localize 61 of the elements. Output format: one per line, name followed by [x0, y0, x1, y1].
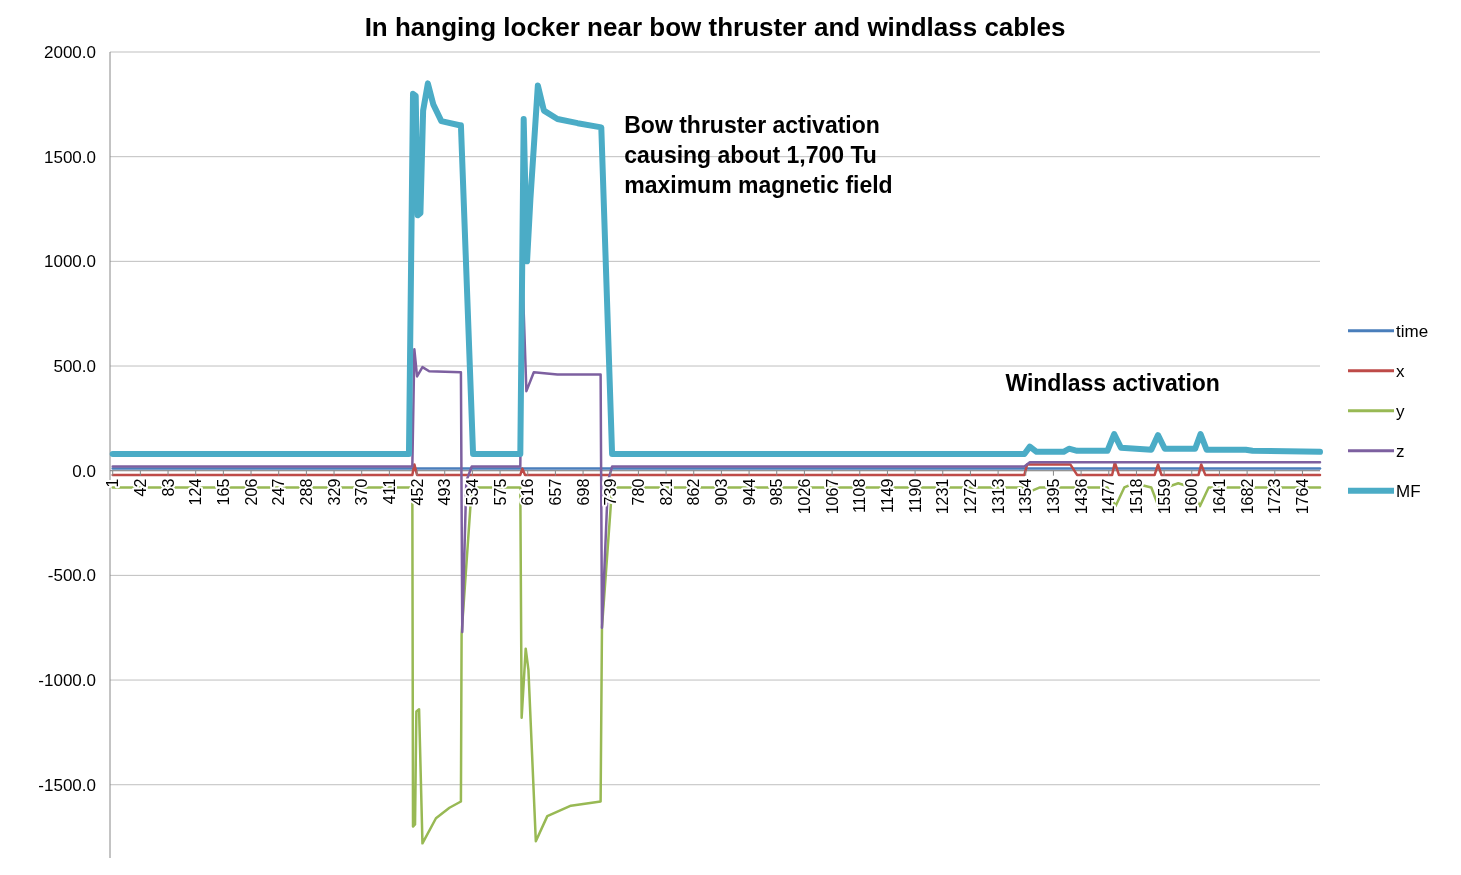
x-tick-label: 1723	[1266, 478, 1284, 515]
annotation: Windlass activation	[1005, 369, 1220, 396]
x-tick-label: 862	[685, 478, 703, 506]
x-tick-label: 657	[547, 478, 564, 506]
x-tick-label: 1190	[906, 478, 924, 514]
x-tick-label: 1477	[1100, 478, 1118, 515]
y-tick-label: 500.0	[53, 356, 96, 376]
x-tick-label: 1067	[823, 478, 841, 515]
y-tick-label: -1500.0	[38, 775, 96, 795]
y-tick-label: 2000.0	[44, 42, 96, 62]
x-tick-label: 411	[380, 478, 398, 505]
chart-title: In hanging locker near bow thruster and windlass cables	[364, 12, 1066, 42]
x-tick-label: 1108	[851, 478, 869, 514]
x-tick-label: 1313	[989, 478, 1007, 515]
x-tick-label: 83	[159, 478, 177, 497]
x-tick-label: 370	[353, 478, 371, 506]
y-tick-label: -1000.0	[38, 671, 96, 690]
x-tick-label: 124	[187, 478, 205, 506]
x-tick-label: 493	[436, 478, 454, 506]
x-tick-label: 575	[491, 478, 509, 506]
x-tick-label: 1764	[1294, 478, 1312, 515]
x-tick-label: 1149	[879, 478, 897, 514]
x-tick-label: 1354	[1017, 478, 1035, 515]
x-tick-label: 739	[602, 478, 620, 506]
x-tick-label: 452	[408, 478, 426, 506]
x-tick-label: 1395	[1045, 478, 1063, 515]
y-tick-label: 0.0	[72, 461, 96, 481]
x-tick-label: 288	[297, 478, 315, 506]
legend-label: y	[1396, 401, 1405, 421]
legend-label: x	[1396, 361, 1405, 381]
x-tick-label: 1518	[1128, 478, 1146, 515]
x-tick-label: 1641	[1211, 478, 1229, 515]
x-tick-label: 165	[214, 478, 232, 506]
legend-label: MF	[1396, 481, 1421, 501]
x-tick-label: 944	[740, 478, 758, 506]
x-tick-label: 1231	[934, 478, 952, 515]
x-tick-label: 903	[713, 478, 731, 506]
x-tick-label: 1436	[1072, 478, 1090, 515]
line-series	[111, 461, 1322, 477]
y-tick-label: 1500.0	[44, 147, 96, 167]
x-tick-label: 616	[519, 478, 537, 506]
x-tick-label: 329	[325, 478, 343, 506]
y-tick-label: -500.0	[47, 566, 96, 586]
x-tick-label: 247	[270, 478, 288, 506]
x-tick-label: 1682	[1238, 478, 1256, 515]
x-tick-label: 1559	[1155, 478, 1173, 515]
y-tick-label: 1000.0	[44, 252, 96, 272]
x-tick-label: 780	[630, 478, 647, 506]
x-tick-label: 1026	[796, 478, 814, 515]
legend-label: time	[1396, 321, 1429, 341]
x-tick-label: 206	[242, 478, 260, 506]
x-tick-label: 1	[104, 478, 122, 488]
x-tick-label: 1272	[962, 478, 980, 515]
x-tick-label: 698	[574, 478, 592, 506]
x-tick-label: 42	[131, 478, 149, 497]
annotation: Bow thruster activation causing about 1,700 Tu maximum magnetic field	[624, 111, 893, 198]
legend-label: z	[1396, 441, 1405, 461]
x-tick-label: 1600	[1183, 478, 1201, 515]
x-tick-label: 821	[657, 478, 675, 506]
x-tick-label: 534	[463, 478, 481, 506]
x-tick-label: 985	[768, 478, 786, 506]
